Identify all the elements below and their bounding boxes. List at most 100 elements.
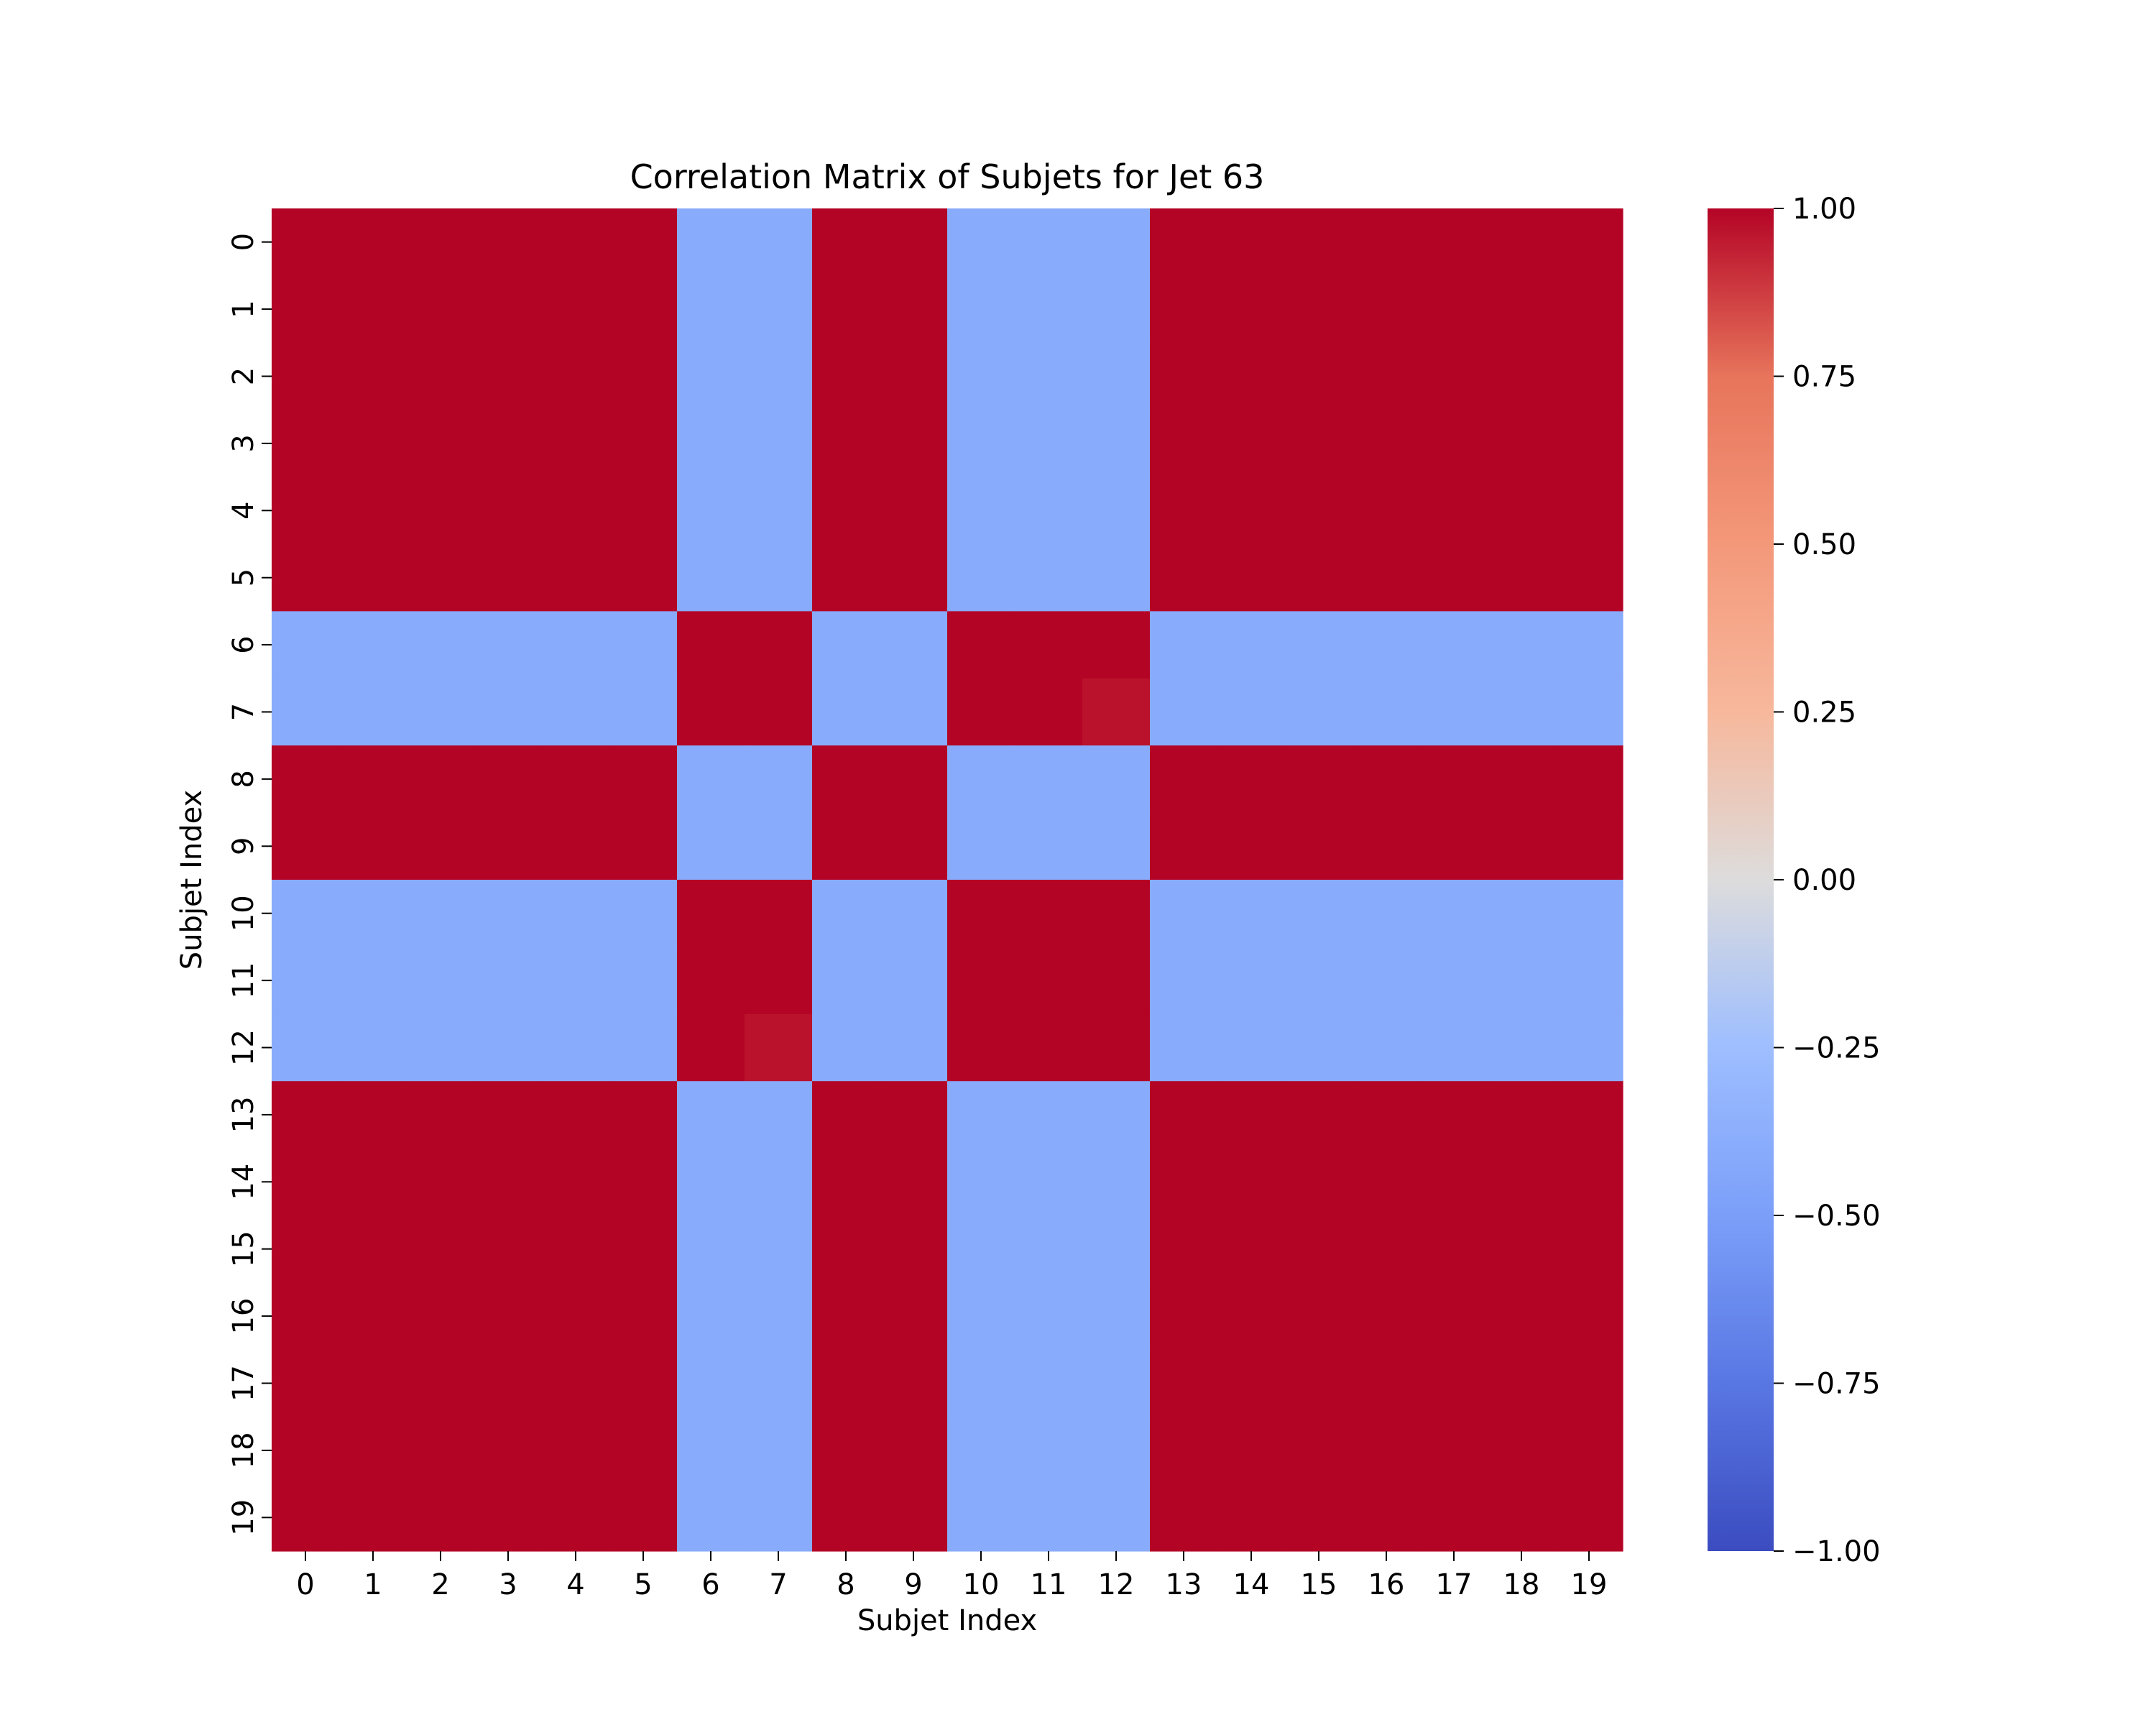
heatmap-cell-r1-c4 xyxy=(542,275,610,344)
heatmap-cell-r2-c12 xyxy=(1082,342,1151,410)
heatmap-cell-r9-c8 xyxy=(812,812,880,880)
x-tick-label: 18 xyxy=(1503,1568,1540,1601)
heatmap-cell-r2-c6 xyxy=(677,342,745,410)
heatmap-cell-r3-c0 xyxy=(272,410,340,478)
heatmap-cell-r16-c15 xyxy=(1285,1282,1353,1351)
heatmap-cell-r9-c12 xyxy=(1082,812,1151,880)
heatmap-cell-r10-c4 xyxy=(542,880,610,947)
heatmap-cell-r6-c6 xyxy=(677,611,745,679)
heatmap-cell-r16-c4 xyxy=(542,1282,610,1351)
heatmap-cell-r14-c5 xyxy=(609,1148,678,1216)
heatmap-cell-r15-c4 xyxy=(542,1215,610,1283)
y-tick-label: 8 xyxy=(227,770,260,788)
heatmap-cell-r3-c2 xyxy=(407,410,475,478)
x-tick-label: 4 xyxy=(566,1568,584,1601)
y-tick-label: 7 xyxy=(227,703,260,721)
heatmap-cell-r12-c8 xyxy=(812,1013,880,1082)
heatmap-cell-r13-c6 xyxy=(677,1081,745,1149)
heatmap-cell-r19-c9 xyxy=(880,1484,948,1552)
heatmap-cell-r0-c11 xyxy=(1015,208,1083,276)
heatmap-cell-r12-c4 xyxy=(542,1013,610,1082)
heatmap-cell-r8-c11 xyxy=(1015,745,1083,814)
heatmap-cell-r15-c18 xyxy=(1488,1215,1556,1283)
heatmap-cell-r11-c17 xyxy=(1420,947,1488,1015)
heatmap-cell-r11-c14 xyxy=(1217,947,1286,1015)
heatmap-cell-r5-c9 xyxy=(880,544,948,612)
heatmap-cell-r18-c10 xyxy=(947,1417,1015,1485)
heatmap-cell-r10-c17 xyxy=(1420,880,1488,947)
y-tick-label: 15 xyxy=(227,1230,260,1267)
heatmap-cell-r9-c0 xyxy=(272,812,340,880)
x-tick-label: 12 xyxy=(1098,1568,1135,1601)
heatmap-cell-r8-c14 xyxy=(1217,745,1286,814)
heatmap-cell-r8-c13 xyxy=(1150,745,1218,814)
heatmap-cell-r16-c2 xyxy=(407,1282,475,1351)
heatmap-cell-r12-c6 xyxy=(677,1013,745,1082)
heatmap-cell-r17-c17 xyxy=(1420,1349,1488,1417)
heatmap-cell-r18-c7 xyxy=(745,1417,813,1485)
x-tick-label: 3 xyxy=(499,1568,517,1601)
heatmap-cell-r14-c17 xyxy=(1420,1148,1488,1216)
heatmap-cell-r13-c10 xyxy=(947,1081,1015,1149)
heatmap-cell-r1-c15 xyxy=(1285,275,1353,344)
heatmap-cell-r1-c0 xyxy=(272,275,340,344)
heatmap-cell-r12-c11 xyxy=(1015,1013,1083,1082)
heatmap-cell-r15-c3 xyxy=(474,1215,543,1283)
heatmap-cell-r7-c6 xyxy=(677,678,745,746)
heatmap-cell-r5-c12 xyxy=(1082,544,1151,612)
heatmap-cell-r18-c2 xyxy=(407,1417,475,1485)
heatmap-cell-r8-c7 xyxy=(745,745,813,814)
heatmap-cell-r7-c17 xyxy=(1420,678,1488,746)
heatmap-cell-r9-c6 xyxy=(677,812,745,880)
heatmap-cell-r3-c5 xyxy=(609,410,678,478)
y-tick-label: 1 xyxy=(227,300,260,318)
heatmap-cell-r7-c3 xyxy=(474,678,543,746)
heatmap-cell-r8-c3 xyxy=(474,745,543,814)
colorbar xyxy=(1708,208,1774,1551)
heatmap-cell-r13-c13 xyxy=(1150,1081,1218,1149)
heatmap-cell-r3-c16 xyxy=(1353,410,1421,478)
heatmap-cell-r15-c10 xyxy=(947,1215,1015,1283)
heatmap-cell-r7-c2 xyxy=(407,678,475,746)
heatmap-cell-r17-c3 xyxy=(474,1349,543,1417)
heatmap-cell-r17-c0 xyxy=(272,1349,340,1417)
heatmap-cell-r4-c11 xyxy=(1015,477,1083,545)
heatmap-cell-r13-c3 xyxy=(474,1081,543,1149)
heatmap-cell-r14-c4 xyxy=(542,1148,610,1216)
heatmap-cell-r11-c19 xyxy=(1555,947,1623,1015)
heatmap-cell-r17-c14 xyxy=(1217,1349,1286,1417)
heatmap-cell-r3-c1 xyxy=(339,410,407,478)
heatmap-cell-r19-c1 xyxy=(339,1484,407,1552)
heatmap-cell-r2-c17 xyxy=(1420,342,1488,410)
y-tick-label: 14 xyxy=(227,1164,260,1200)
heatmap-cell-r15-c14 xyxy=(1217,1215,1286,1283)
y-tick-label: 6 xyxy=(227,635,260,653)
heatmap-cell-r10-c15 xyxy=(1285,880,1353,947)
heatmap-cell-r9-c11 xyxy=(1015,812,1083,880)
y-tick-label: 19 xyxy=(227,1499,260,1536)
heatmap-cell-r5-c13 xyxy=(1150,544,1218,612)
heatmap-cell-r4-c10 xyxy=(947,477,1015,545)
heatmap-cell-r7-c7 xyxy=(745,678,813,746)
heatmap-cell-r5-c4 xyxy=(542,544,610,612)
heatmap-cell-r6-c5 xyxy=(609,611,678,679)
heatmap-cell-r10-c0 xyxy=(272,880,340,947)
heatmap-cell-r0-c8 xyxy=(812,208,880,276)
heatmap-cell-r9-c13 xyxy=(1150,812,1218,880)
colorbar-tick-label: 0.50 xyxy=(1792,528,1856,561)
heatmap-cell-r10-c18 xyxy=(1488,880,1556,947)
heatmap-cell-r14-c18 xyxy=(1488,1148,1556,1216)
heatmap-cell-r11-c10 xyxy=(947,947,1015,1015)
heatmap-cell-r7-c1 xyxy=(339,678,407,746)
y-tick-label: 9 xyxy=(227,837,260,855)
heatmap-cell-r3-c11 xyxy=(1015,410,1083,478)
heatmap-cell-r11-c0 xyxy=(272,947,340,1015)
heatmap-cell-r19-c8 xyxy=(812,1484,880,1552)
heatmap-cell-r0-c18 xyxy=(1488,208,1556,276)
heatmap-cell-r0-c2 xyxy=(407,208,475,276)
colorbar-tick-label: 0.75 xyxy=(1792,361,1856,394)
heatmap-cell-r13-c17 xyxy=(1420,1081,1488,1149)
x-tick-label: 0 xyxy=(296,1568,314,1601)
heatmap-cell-r6-c13 xyxy=(1150,611,1218,679)
heatmap-cell-r8-c9 xyxy=(880,745,948,814)
